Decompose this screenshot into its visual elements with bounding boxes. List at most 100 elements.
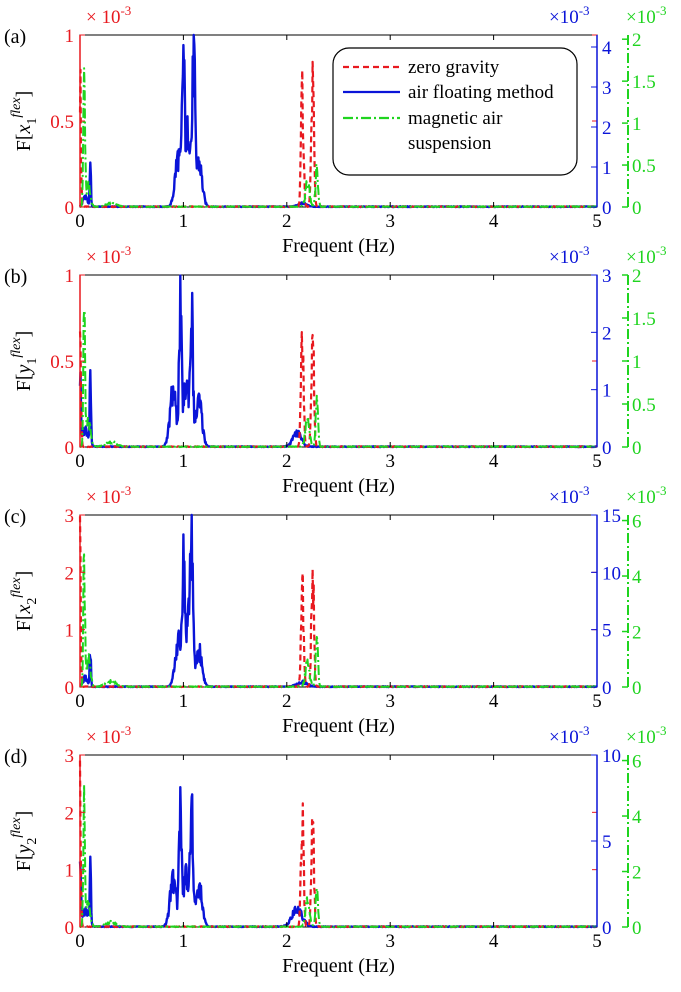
- panel-label: (d): [4, 746, 27, 768]
- x-tick-label: 4: [489, 211, 499, 232]
- series-line: [79, 67, 598, 208]
- blue-y-tick-label: 0: [602, 438, 612, 459]
- green-y-tick-label: 0.5: [632, 395, 656, 416]
- legend-label: zero gravity: [408, 57, 500, 78]
- red-y-tick-label: 2: [65, 563, 75, 584]
- x-tick-label: 2: [282, 211, 292, 232]
- x-tick-label: 2: [282, 931, 292, 952]
- panel-label: (c): [4, 506, 26, 528]
- legend-label: air floating method: [408, 82, 554, 103]
- green-y-tick-label: 1: [632, 114, 642, 135]
- x-tick-label: 1: [179, 451, 189, 472]
- red-y-tick-label: 2: [65, 803, 75, 824]
- series-line: [79, 309, 598, 448]
- red-y-tick-label: 0: [65, 918, 75, 939]
- blue-y-tick-label: 5: [602, 832, 612, 853]
- legend-box: [332, 47, 578, 176]
- x-tick-label: 1: [179, 691, 189, 712]
- legend-label: suspension: [408, 133, 492, 154]
- panel-label: (a): [4, 26, 26, 48]
- series-line: [78, 786, 598, 929]
- red-y-tick-label: 0: [65, 678, 75, 699]
- legend: zero gravity air floating method magnetic …: [332, 47, 578, 176]
- x-tick-label: 4: [489, 691, 499, 712]
- green-y-tick-label: 0: [632, 678, 642, 699]
- blue-y-tick-label: 3: [602, 266, 612, 287]
- red-y-tick-label: 1: [65, 621, 75, 642]
- x-tick-label: 5: [592, 451, 602, 472]
- green-y-tick-label: 1: [632, 352, 642, 373]
- red-axis-exponent: × 10-3: [86, 483, 131, 508]
- x-tick-label: 3: [385, 931, 395, 952]
- blue-y-tick-label: 2: [602, 323, 612, 344]
- x-tick-label: 2: [282, 451, 292, 472]
- red-y-tick-label: 1: [65, 861, 75, 882]
- red-y-tick-label: 3: [65, 506, 75, 527]
- green-y-tick-label: 4: [632, 567, 642, 588]
- blue-y-tick-label: 4: [602, 38, 612, 59]
- x-tick-label: 1: [179, 931, 189, 952]
- blue-y-tick-label: 0: [602, 918, 612, 939]
- blue-axis-exponent: ×10-3: [549, 483, 590, 508]
- green-axis-exponent: ×10-3: [626, 243, 667, 268]
- svg-text:F[x2flex]: F[x2flex]: [9, 571, 40, 632]
- x-tick-label: 3: [385, 451, 395, 472]
- svg-text:F[x1flex]: F[x1flex]: [9, 91, 40, 152]
- x-axis-label: Frequent (Hz): [282, 475, 395, 497]
- series-line: [79, 783, 598, 928]
- y-axis-label: F[x2flex]: [9, 571, 40, 632]
- plot-frame: [79, 274, 598, 448]
- plot-frame: [79, 514, 598, 688]
- series-line: [78, 331, 598, 449]
- panel-label: (b): [4, 266, 27, 288]
- x-tick-label: 4: [489, 931, 499, 952]
- blue-y-tick-label: 2: [602, 118, 612, 139]
- green-axis-exponent: ×10-3: [626, 483, 667, 508]
- series-line: [78, 274, 598, 449]
- x-tick-label: 0: [75, 931, 85, 952]
- blue-axis-exponent: ×10-3: [549, 3, 590, 28]
- y-axis-label: F[y2flex]: [9, 811, 40, 872]
- blue-axis-exponent: ×10-3: [549, 723, 590, 748]
- x-axis-label: Frequent (Hz): [282, 955, 395, 977]
- svg-text:F[y2flex]: F[y2flex]: [9, 811, 40, 872]
- green-y-tick-label: 6: [632, 512, 642, 533]
- green-y-tick-label: 0: [632, 918, 642, 939]
- series-line: [79, 513, 598, 689]
- green-y-tick-label: 1.5: [632, 309, 656, 330]
- blue-y-tick-label: 0: [602, 678, 612, 699]
- green-axis-exponent: ×10-3: [626, 3, 667, 28]
- green-y-tick-label: 1.5: [632, 72, 656, 93]
- series-line: [78, 516, 598, 689]
- red-y-tick-label: 1: [65, 266, 75, 287]
- blue-y-tick-label: 0: [602, 198, 612, 219]
- y-axis-label: F[y1flex]: [9, 331, 40, 392]
- y-axis-label: F[x1flex]: [9, 91, 40, 152]
- green-y-tick-label: 2: [632, 863, 642, 884]
- blue-y-tick-label: 1: [602, 381, 612, 402]
- series-line: [78, 760, 598, 929]
- green-y-tick-label: 0: [632, 198, 642, 219]
- red-y-tick-label: 0.5: [50, 112, 74, 133]
- plot-frame: [79, 754, 598, 928]
- x-axis-label: Frequent (Hz): [282, 235, 395, 257]
- x-tick-label: 5: [592, 211, 602, 232]
- red-y-tick-label: 0: [65, 438, 75, 459]
- x-tick-label: 3: [385, 691, 395, 712]
- green-axis-exponent: ×10-3: [626, 723, 667, 748]
- green-y-tick-label: 2: [632, 623, 642, 644]
- x-tick-label: 0: [75, 451, 85, 472]
- blue-y-tick-label: 15: [602, 506, 621, 527]
- red-y-tick-label: 3: [65, 746, 75, 767]
- x-axis-label: Frequent (Hz): [282, 715, 395, 737]
- green-y-tick-label: 2: [632, 266, 642, 287]
- green-y-tick-label: 4: [632, 807, 642, 828]
- svg-text:F[y1flex]: F[y1flex]: [9, 331, 40, 392]
- red-axis-exponent: × 10-3: [86, 243, 131, 268]
- red-axis-exponent: × 10-3: [86, 3, 131, 28]
- x-tick-label: 5: [592, 931, 602, 952]
- blue-axis-exponent: ×10-3: [549, 243, 590, 268]
